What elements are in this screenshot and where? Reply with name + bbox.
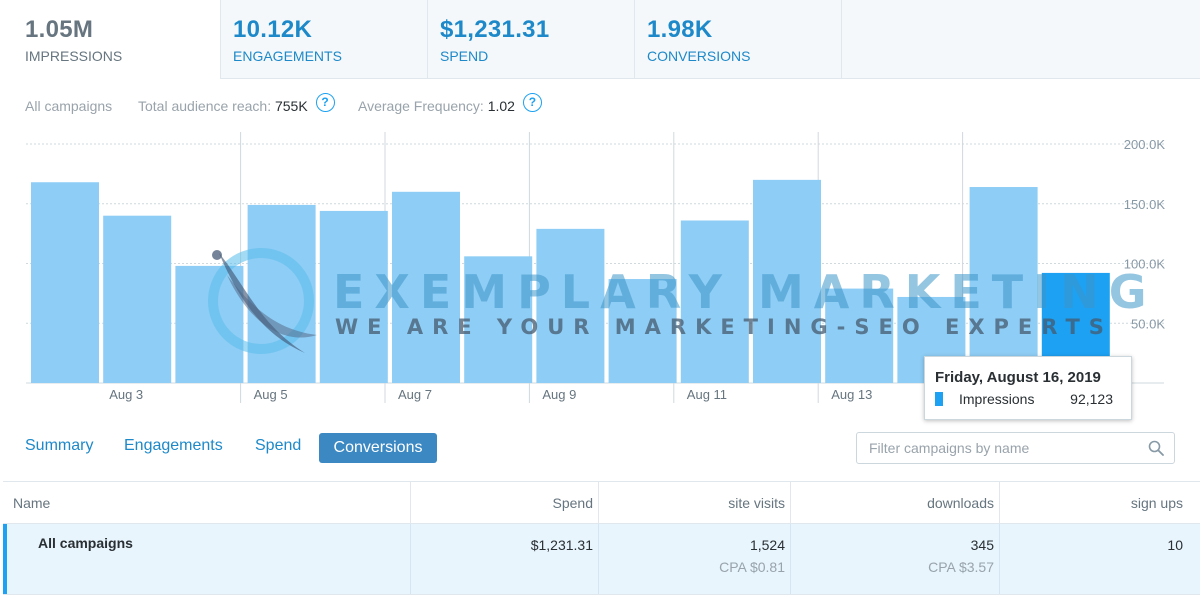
bar-aug-7[interactable] (392, 191, 460, 383)
search-icon[interactable] (1148, 440, 1164, 456)
tab-engagements[interactable]: 10.12K ENGAGEMENTS (221, 0, 428, 78)
cell-site-visits: 1,524 CPA $0.81 (599, 524, 791, 594)
y-tick-label: 100.0K (1124, 257, 1166, 272)
header-name[interactable]: Name (3, 482, 411, 524)
bar-aug-2[interactable] (31, 182, 99, 383)
chart-tooltip: Friday, August 16, 2019 Impressions 92,1… (924, 356, 1132, 420)
frequency-help-icon[interactable]: ? (522, 93, 542, 112)
tab-spend[interactable]: $1,231.31 SPEND (428, 0, 635, 78)
reach-help-icon[interactable]: ? (315, 93, 335, 112)
bar-aug-10[interactable] (608, 279, 677, 383)
average-frequency: Average Frequency: 1.02 ? (358, 93, 542, 117)
table-row-partial (3, 594, 1200, 605)
cell-downloads: 345 CPA $3.57 (791, 524, 1000, 594)
engagements-value: 10.12K (233, 16, 313, 43)
y-tick-label: 200.0K (1124, 137, 1166, 152)
bar-aug-4[interactable] (175, 265, 244, 383)
subtab-spend[interactable]: Spend (255, 437, 302, 454)
audience-reach: Total audience reach: 755K ? (138, 93, 335, 117)
header-spend[interactable]: Spend (411, 482, 599, 524)
bar-aug-8[interactable] (464, 256, 533, 383)
tooltip-series-swatch (935, 392, 943, 406)
table-row[interactable]: All campaigns $1,231.31 1,524 CPA $0.81 … (3, 524, 1200, 595)
conversions-value: 1.98K (647, 16, 713, 43)
subtab-engagements[interactable]: Engagements (124, 437, 223, 454)
tooltip-date: Friday, August 16, 2019 (935, 369, 1101, 386)
x-tick-label: Aug 9 (542, 387, 576, 402)
frequency-label: Average Frequency: (358, 98, 484, 115)
bar-aug-9[interactable] (536, 228, 605, 383)
bar-aug-13[interactable] (825, 288, 894, 383)
cell-name: All campaigns (3, 524, 411, 594)
tab-conversions[interactable]: 1.98K CONVERSIONS (635, 0, 842, 78)
engagements-label: ENGAGEMENTS (233, 48, 342, 64)
header-downloads[interactable]: downloads (791, 482, 1000, 524)
impressions-value: 1.05M (25, 16, 94, 43)
bar-aug-11[interactable] (680, 220, 749, 383)
sign-ups-value: 10 (1167, 537, 1183, 553)
table-header: Name Spend site visits downloads sign up… (3, 481, 1200, 524)
header-sign-ups[interactable]: sign ups (1130, 495, 1183, 511)
bar-aug-5[interactable] (247, 204, 316, 383)
campaigns-scope-label: All campaigns (25, 98, 113, 114)
tab-impressions[interactable]: 1.05M IMPRESSIONS (0, 0, 221, 79)
tooltip-value: 92,123 (1070, 391, 1113, 407)
reach-value: 755K (274, 98, 308, 115)
frequency-value: 1.02 (487, 98, 515, 115)
x-tick-label: Aug 13 (831, 387, 872, 402)
impressions-label: IMPRESSIONS (25, 48, 123, 64)
site-visits-value: 1,524 (749, 537, 785, 553)
spend-cell-value: $1,231.31 (530, 537, 593, 553)
header-site-visits[interactable]: site visits (599, 482, 791, 524)
filter-box (856, 432, 1175, 464)
tooltip-series-label: Impressions (959, 391, 1035, 407)
cell-sign-ups: 10 (1000, 524, 1200, 594)
campaign-name[interactable]: All campaigns (38, 535, 133, 551)
subtab-conversions[interactable]: Conversions (319, 433, 437, 463)
downloads-cpa: CPA $3.57 (928, 559, 994, 575)
downloads-value: 345 (970, 537, 994, 553)
cell-spend: $1,231.31 (411, 524, 599, 594)
y-tick-label: 50.0K (1131, 316, 1165, 331)
spend-label: SPEND (440, 48, 489, 64)
x-tick-label: Aug 5 (254, 387, 288, 402)
subtab-summary[interactable]: Summary (25, 437, 94, 454)
spend-value: $1,231.31 (440, 16, 550, 43)
bar-aug-12[interactable] (753, 179, 821, 383)
filter-campaigns-input[interactable] (858, 434, 1138, 462)
bar-aug-3[interactable] (103, 215, 172, 383)
x-tick-label: Aug 7 (398, 387, 432, 402)
x-tick-label: Aug 3 (109, 387, 143, 402)
bar-aug-6[interactable] (319, 210, 388, 383)
metrics-bar: 1.05M IMPRESSIONS 10.12K ENGAGEMENTS $1,… (0, 0, 1200, 79)
site-visits-cpa: CPA $0.81 (719, 559, 785, 575)
conversions-label: CONVERSIONS (647, 48, 751, 64)
reach-label: Total audience reach: (138, 98, 272, 115)
x-tick-label: Aug 11 (687, 387, 727, 402)
bar-aug-15[interactable] (969, 187, 1038, 383)
y-tick-label: 150.0K (1124, 197, 1166, 212)
row-selected-indicator (3, 524, 7, 594)
